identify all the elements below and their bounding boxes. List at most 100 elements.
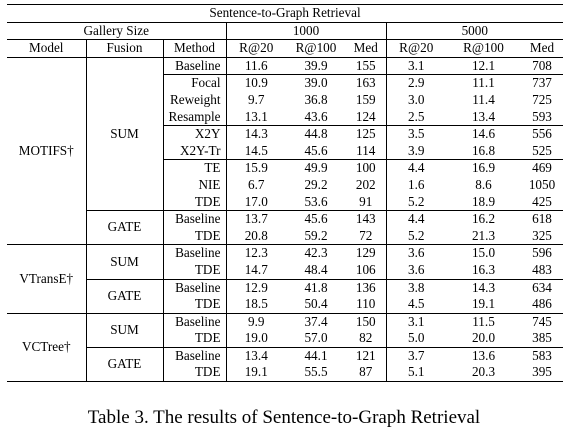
table-row: TDE 19.0 57.0 82 5.0 20.0 385 xyxy=(7,330,563,348)
table-row: X2Y 14.3 44.8 125 3.5 14.6 556 xyxy=(7,125,564,143)
cell-r100-1000: 36.8 xyxy=(304,91,328,107)
header-r100-1000: R@100 xyxy=(286,39,346,58)
column-header-row: Model Fusion Method R@20 R@100 Med R@20 … xyxy=(7,39,564,58)
cell-r100-1000: 41.8 xyxy=(286,278,346,297)
cell-med-1000: 202 xyxy=(346,176,387,194)
title-row: Sentence-to-Graph Retrieval xyxy=(7,4,564,23)
cell-med-5000: 583 xyxy=(521,346,564,365)
cell-r100-1000: 48.4 xyxy=(304,261,328,277)
method-name: TDE xyxy=(163,296,227,314)
cell-r20-5000: 3.5 xyxy=(386,125,446,143)
cell-med-5000: 745 xyxy=(521,312,564,331)
cell-med-5000: 593 xyxy=(532,108,552,124)
method-name: Baseline xyxy=(163,244,227,262)
cell-r20-1000: 9.7 xyxy=(248,91,265,107)
method-name: X2Y xyxy=(163,125,227,143)
table-caption: Table 3. The results of Sentence-to-Grap… xyxy=(87,407,481,428)
cell-r100-5000: 8.6 xyxy=(475,176,492,192)
table-row: TDE 20.8 59.2 72 5.2 21.3 325 xyxy=(7,227,563,245)
cell-r20-5000: 3.1 xyxy=(386,312,446,331)
cell-med-5000: 634 xyxy=(521,278,564,297)
cell-r20-1000: 20.8 xyxy=(244,227,268,243)
cell-r20-1000: 14.7 xyxy=(244,261,268,277)
cell-r100-1000: 53.6 xyxy=(304,193,328,209)
cell-r100-5000: 16.3 xyxy=(471,261,496,277)
gallery-size-1000: 1000 xyxy=(226,22,387,41)
cell-r20-5000: 2.9 xyxy=(386,74,446,92)
table-row: TE 15.9 49.9 100 4.4 16.9 469 xyxy=(7,159,564,177)
cell-r100-1000: 43.6 xyxy=(304,108,328,124)
header-model: Model xyxy=(7,39,87,58)
cell-r100-5000: 21.3 xyxy=(471,227,496,243)
model-name: VCTree† xyxy=(7,312,87,383)
cell-r100-1000: 42.3 xyxy=(286,244,346,262)
cell-r20-1000: 17.0 xyxy=(244,193,268,209)
cell-med-1000: 136 xyxy=(346,278,387,297)
cell-r100-5000: 19.1 xyxy=(471,296,496,312)
model-name: VTransE† xyxy=(7,244,87,314)
method-name: TDE xyxy=(163,364,227,383)
cell-r100-5000: 11.4 xyxy=(472,91,495,107)
cell-med-1000: 129 xyxy=(346,244,387,262)
method-name: X2Y-Tr xyxy=(163,142,227,160)
cell-med-1000: 150 xyxy=(346,312,387,331)
cell-med-1000: 163 xyxy=(346,74,387,92)
cell-med-1000: 159 xyxy=(346,91,387,109)
cell-r100-5000: 20.3 xyxy=(446,364,521,383)
cell-r100-1000: 55.5 xyxy=(286,364,346,383)
cell-r100-1000: 39.0 xyxy=(286,74,346,92)
cell-med-1000: 106 xyxy=(346,261,387,279)
cell-r20-5000: 4.4 xyxy=(386,210,446,228)
method-name: Resample xyxy=(163,108,227,126)
model-name: MOTIFS† xyxy=(7,57,87,245)
cell-med-5000: 385 xyxy=(532,330,552,346)
header-method: Method xyxy=(163,39,227,58)
table-title: Sentence-to-Graph Retrieval xyxy=(7,4,564,23)
table-row: Resample 13.1 43.6 124 2.5 13.4 593 xyxy=(7,108,563,126)
cell-r20-1000: 12.3 xyxy=(226,244,286,262)
cell-r20-1000: 13.4 xyxy=(226,346,286,365)
table-row: TDE 17.0 53.6 91 5.2 18.9 425 xyxy=(7,193,563,211)
cell-med-5000: 325 xyxy=(532,227,552,243)
method-name: Focal xyxy=(163,74,227,92)
cell-med-1000: 72 xyxy=(346,227,387,245)
cell-med-1000: 155 xyxy=(346,57,387,75)
cell-r100-1000: 45.6 xyxy=(286,210,346,228)
cell-r20-1000: 13.7 xyxy=(226,210,286,228)
method-name: NIE xyxy=(163,176,227,194)
cell-med-5000: 525 xyxy=(532,142,552,158)
cell-r100-5000: 14.3 xyxy=(446,278,521,297)
results-table: Sentence-to-Graph Retrieval Gallery Size… xyxy=(7,4,564,383)
cell-med-1000: 110 xyxy=(346,296,387,314)
cell-r20-5000: 5.0 xyxy=(408,330,425,346)
cell-r20-1000: 13.1 xyxy=(244,108,268,124)
cell-r20-1000: 10.9 xyxy=(226,74,286,92)
fusion-name: GATE xyxy=(86,346,164,383)
cell-r100-5000: 13.4 xyxy=(471,108,496,124)
cell-r100-1000: 49.9 xyxy=(286,159,346,177)
cell-r20-5000: 2.5 xyxy=(408,108,425,124)
cell-med-1000: 87 xyxy=(346,364,387,383)
cell-med-5000: 618 xyxy=(521,210,564,228)
header-r20-1000: R@20 xyxy=(226,39,286,58)
table-body: MOTIFS† SUM Baseline 11.6 39.9 155 3.1 12.1 708 F… xyxy=(7,57,564,383)
method-name: Baseline xyxy=(163,346,227,365)
cell-med-5000: 425 xyxy=(532,193,552,209)
cell-r100-5000: 20.0 xyxy=(471,330,496,346)
cell-r100-5000: 13.6 xyxy=(446,346,521,365)
cell-r20-1000: 11.6 xyxy=(244,57,268,73)
cell-r100-1000: 37.4 xyxy=(286,312,346,331)
header-med-1000: Med xyxy=(346,39,387,58)
table-row: Reweight 9.7 36.8 159 3.0 11.4 725 xyxy=(7,91,563,109)
fusion-name: GATE xyxy=(86,278,164,314)
table-row: MOTIFS† SUM Baseline 11.6 39.9 155 3.1 12.1 708 xyxy=(7,57,563,245)
cell-r100-5000: 15.0 xyxy=(446,244,521,262)
header-fusion: Fusion xyxy=(86,39,164,58)
gallery-size-label: Gallery Size xyxy=(7,22,227,41)
cell-r100-1000: 59.2 xyxy=(304,227,328,243)
cell-r20-5000: 3.1 xyxy=(408,57,425,73)
cell-r100-1000: 50.4 xyxy=(304,296,328,312)
cell-r100-5000: 11.5 xyxy=(446,312,521,331)
cell-med-5000: 483 xyxy=(532,261,552,277)
table-row: GATE Baseline 12.9 41.8 136 3.8 14.3 634 xyxy=(7,278,564,314)
